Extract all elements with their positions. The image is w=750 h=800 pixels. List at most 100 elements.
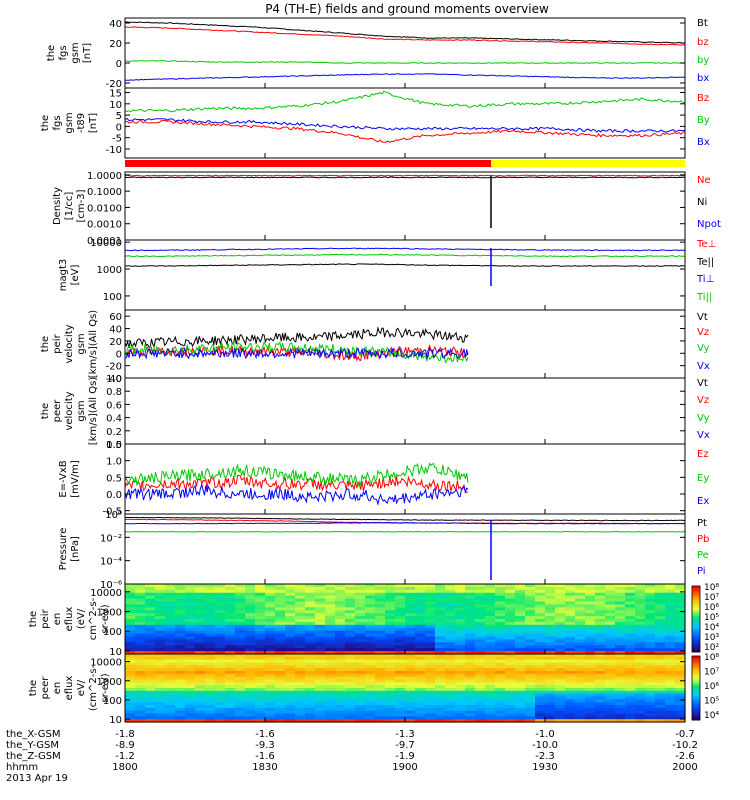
heatmap-cell — [195, 601, 206, 606]
heatmap-cell — [405, 592, 416, 597]
heatmap-cell — [325, 636, 336, 641]
heatmap-cell — [485, 595, 496, 600]
heatmap-cell — [185, 592, 196, 597]
heatmap-cell — [455, 619, 466, 623]
heatmap-cell — [565, 598, 576, 603]
heatmap-cell — [645, 604, 656, 608]
heatmap-cell — [655, 627, 666, 632]
heatmap-cell — [285, 705, 296, 709]
heatmap-cell — [195, 592, 206, 597]
series-p3-0 — [125, 174, 686, 177]
heatmap-cell — [365, 654, 376, 658]
heatmap-cell — [435, 651, 446, 655]
heatmap-cell — [435, 659, 446, 664]
heatmap-cell — [675, 651, 686, 655]
heatmap-cell — [185, 710, 196, 715]
heatmap-cell — [445, 716, 456, 720]
heatmap-cell — [145, 627, 156, 632]
heatmap-cell — [145, 633, 156, 638]
heatmap-cell — [625, 584, 636, 588]
heatmap-cell — [335, 601, 346, 606]
colorbar-segment — [692, 614, 700, 618]
heatmap-cell — [255, 716, 266, 720]
heatmap-cell — [475, 598, 486, 603]
heatmap-cell — [305, 696, 316, 700]
heatmap-cell — [285, 607, 296, 611]
heatmap-cell — [285, 633, 296, 638]
heatmap-cell — [245, 619, 256, 623]
series-p1-3 — [124, 73, 686, 81]
heatmap-cell — [475, 659, 486, 664]
heatmap-cell — [135, 668, 146, 672]
heatmap-cell — [385, 642, 396, 646]
series-p4-3 — [124, 253, 686, 258]
heatmap-cell — [515, 627, 526, 632]
legend-p1-0: Bt — [697, 18, 708, 29]
heatmap-cell — [385, 613, 396, 617]
heatmap-cell — [435, 601, 446, 606]
heatmap-cell — [305, 699, 316, 703]
heatmap-cell — [435, 613, 446, 617]
heatmap-cell — [535, 616, 546, 620]
heatmap-cell — [275, 654, 286, 658]
heatmap-cell — [135, 662, 146, 666]
y-tick-label: 1.5 — [106, 440, 122, 451]
y-tick-label: -5 — [112, 134, 122, 145]
heatmap-cell — [345, 586, 356, 591]
y-axis-label: the — [40, 336, 51, 352]
heatmap-cell — [375, 690, 386, 695]
heatmap-cell — [565, 705, 576, 709]
heatmap-cell — [625, 676, 636, 681]
heatmap-cell — [325, 607, 336, 611]
heatmap-cell — [175, 696, 186, 700]
heatmap-cell — [535, 633, 546, 638]
heatmap-cell — [415, 679, 426, 683]
heatmap-cell — [285, 636, 296, 641]
heatmap-cell — [615, 595, 626, 600]
heatmap-cell — [295, 702, 306, 706]
heatmap-cell — [205, 627, 216, 632]
heatmap-cell — [615, 693, 626, 698]
heatmap-cell — [665, 601, 676, 606]
y-tick-label: 0.6 — [106, 400, 122, 411]
heatmap-cell — [595, 607, 606, 611]
heatmap-cell — [185, 633, 196, 638]
heatmap-cell — [145, 679, 156, 683]
heatmap-cell — [325, 693, 336, 698]
heatmap-cell — [175, 589, 186, 594]
heatmap-cell — [145, 616, 156, 620]
heatmap-cell — [655, 685, 666, 689]
heatmap-cell — [235, 654, 246, 658]
heatmap-cell — [175, 584, 186, 588]
heatmap-cell — [565, 601, 576, 606]
heatmap-cell — [205, 659, 216, 664]
heatmap-cell — [555, 665, 566, 669]
heatmap-cell — [515, 665, 526, 669]
heatmap-cell — [245, 693, 256, 698]
heatmap-cell — [355, 624, 366, 629]
heatmap-cell — [325, 673, 336, 678]
heatmap-cell — [245, 673, 256, 678]
heatmap-cell — [385, 699, 396, 703]
heatmap-cell — [675, 586, 686, 591]
heatmap-cell — [345, 595, 356, 600]
heatmap-cell — [335, 639, 346, 643]
heatmap-cell — [495, 651, 506, 655]
heatmap-cell — [235, 598, 246, 603]
heatmap-cell — [535, 619, 546, 623]
heatmap-cell — [585, 633, 596, 638]
heatmap-cell — [285, 586, 296, 591]
heatmap-cell — [545, 659, 556, 664]
heatmap-cell — [135, 630, 146, 635]
heatmap-cell — [545, 645, 556, 649]
heatmap-cell — [265, 702, 276, 706]
heatmap-cell — [195, 651, 206, 655]
bottom-row-label: the_Y-GSM — [6, 740, 59, 751]
heatmap-cell — [515, 693, 526, 698]
heatmap-cell — [495, 639, 506, 643]
heatmap-cell — [665, 668, 676, 672]
heatmap-cell — [125, 682, 136, 686]
heatmap-cell — [245, 630, 256, 635]
heatmap-cell — [375, 630, 386, 635]
